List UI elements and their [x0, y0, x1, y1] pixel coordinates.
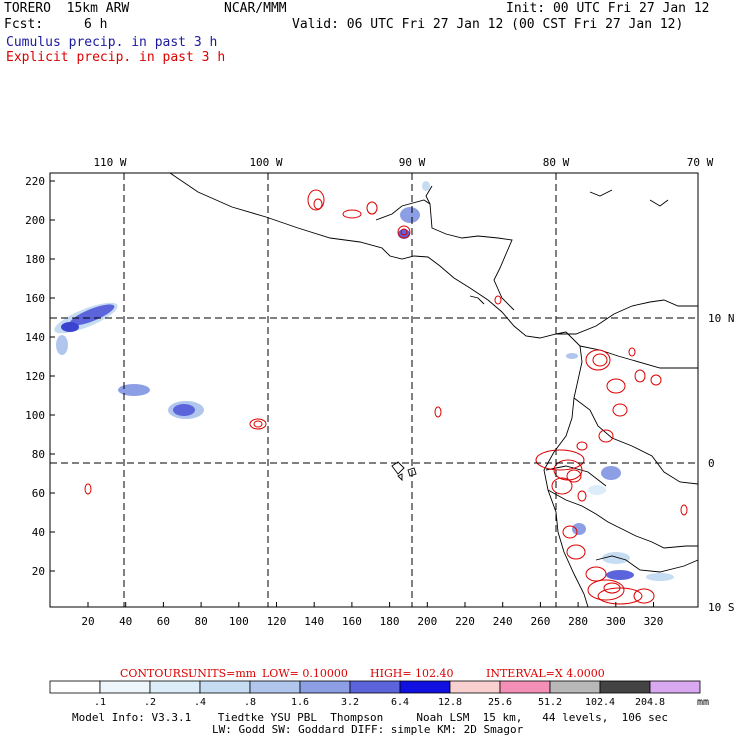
y-tick-label: 100 — [25, 409, 45, 422]
colorbar-swatch — [349, 680, 401, 694]
valid-time: Valid: 06 UTC Fri 27 Jan 12 (00 CST Fri … — [292, 17, 684, 32]
colorbar-swatch — [449, 680, 501, 694]
x-tick-label: 20 — [81, 615, 94, 628]
colorbar-label: .1 — [94, 697, 106, 708]
x-tick-label: 80 — [194, 615, 207, 628]
colorbar-label: .4 — [194, 697, 206, 708]
x-tick-label: 160 — [342, 615, 362, 628]
x-tick-label: 180 — [380, 615, 400, 628]
lat-label-10s: 10 S — [708, 601, 735, 614]
explicit-precip-contours — [84, 189, 688, 605]
x-tick-label: 120 — [267, 615, 287, 628]
lat-lon-grid — [50, 173, 698, 607]
colorbar-swatch — [649, 680, 701, 694]
model-info-line1: Model Info: V3.3.1 Tiedtke YSU PBL Thomp… — [72, 711, 669, 724]
colorbar-label: 6.4 — [391, 697, 409, 708]
model-title: TORERO 15km ARW — [4, 1, 130, 16]
y-tick-label: 20 — [32, 565, 45, 578]
y-tick-label: 140 — [25, 331, 45, 344]
x-tick-label: 100 — [229, 615, 249, 628]
contour-interval: INTERVAL=X 4.0000 — [486, 667, 605, 680]
colorbar-swatch — [49, 680, 101, 694]
x-tick-label: 280 — [568, 615, 588, 628]
x-tick-label: 240 — [493, 615, 513, 628]
x-tick-label: 260 — [530, 615, 550, 628]
forecast-hours: 6 h — [84, 17, 108, 32]
x-tick-label: 40 — [119, 615, 132, 628]
y-tick-label: 40 — [32, 526, 45, 539]
cumulus-legend-label: Cumulus precip. in past 3 h — [6, 35, 218, 50]
contour-label: CONTOURS: — [120, 667, 192, 680]
y-tick-label: 180 — [25, 253, 45, 266]
lon-label-70w: 70 W — [687, 156, 714, 169]
model-info-line2: LW: Godd SW: Goddard DIFF: simple KM: 2D… — [212, 723, 524, 736]
y-tick-label: 120 — [25, 370, 45, 383]
contour-low: LOW= 0.10000 — [262, 667, 348, 680]
lat-label-10n: 10 N — [708, 312, 735, 325]
cumulus-precip-areas — [54, 181, 674, 581]
colorbar-label: 25.6 — [488, 697, 512, 708]
colorbar-label: 3.2 — [341, 697, 359, 708]
colorbar-swatch — [549, 680, 601, 694]
lat-label-0: 0 — [708, 457, 715, 470]
y-tick-label: 220 — [25, 175, 45, 188]
y-tick-label: 200 — [25, 214, 45, 227]
colorbar-swatch — [99, 680, 151, 694]
x-tick-label: 140 — [304, 615, 324, 628]
colorbar-swatch — [399, 680, 451, 694]
x-axis-ticks: 20 40 60 80 100 120 140 160 180 200 220 240 260 280 30… — [81, 602, 663, 628]
colorbar-label: 51.2 — [538, 697, 562, 708]
y-tick-label: 80 — [32, 448, 45, 461]
x-tick-label: 220 — [455, 615, 475, 628]
lon-label-90w: 90 W — [399, 156, 426, 169]
colorbar-swatch — [299, 680, 351, 694]
colorbar-label: 102.4 — [585, 697, 615, 708]
colorbar-swatch — [499, 680, 551, 694]
colorbar-swatch — [199, 680, 251, 694]
x-tick-label: 320 — [644, 615, 664, 628]
precip-colorbar: .1 .2 .4 .8 1.6 3.2 6.4 12.8 25.6 51.2 102.4 204.8 — [49, 680, 701, 708]
colorbar-label: 1.6 — [291, 697, 309, 708]
explicit-legend-label: Explicit precip. in past 3 h — [6, 50, 226, 65]
lon-label-80w: 80 W — [543, 156, 570, 169]
lon-label-100w: 100 W — [249, 156, 282, 169]
coastlines — [169, 172, 699, 608]
colorbar-label: 12.8 — [438, 697, 462, 708]
contour-units: UNITS=mm — [188, 667, 257, 680]
y-axis-ticks: 220 200 180 160 140 120 100 80 60 40 20 — [25, 175, 55, 578]
colorbar-label: .2 — [144, 697, 156, 708]
org-label: NCAR/MMM — [224, 1, 287, 16]
contour-high: HIGH= 102.40 — [370, 667, 454, 680]
colorbar-label: 204.8 — [635, 697, 665, 708]
colorbar-units: mm — [697, 697, 709, 708]
colorbar-swatch — [149, 680, 201, 694]
lon-label-110w: 110 W — [93, 156, 126, 169]
colorbar-swatch — [599, 680, 651, 694]
x-tick-label: 200 — [417, 615, 437, 628]
y-tick-label: 60 — [32, 487, 45, 500]
colorbar-swatch — [249, 680, 301, 694]
x-tick-label: 300 — [606, 615, 626, 628]
colorbar-label: .8 — [244, 697, 256, 708]
y-tick-label: 160 — [25, 292, 45, 305]
init-time: Init: 00 UTC Fri 27 Jan 12 — [506, 1, 710, 16]
forecast-label: Fcst: — [4, 17, 44, 32]
map-frame — [49, 172, 699, 608]
x-tick-label: 60 — [157, 615, 170, 628]
